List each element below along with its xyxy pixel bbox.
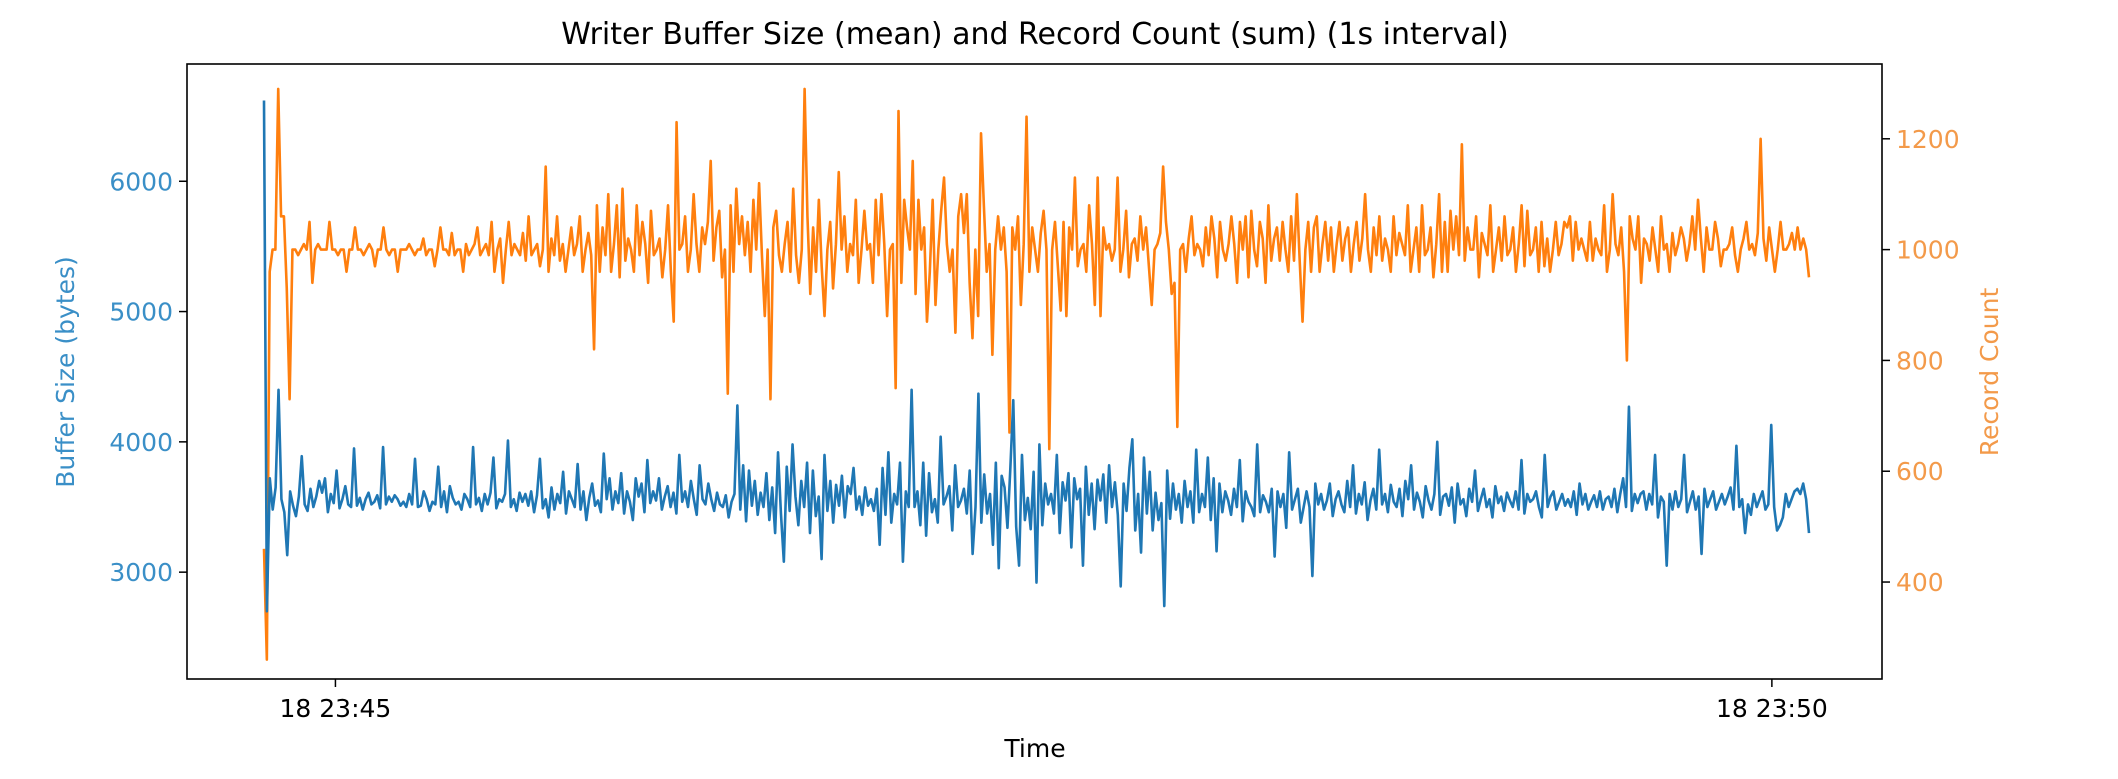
series-line-buffer-size <box>262 100 1811 613</box>
series-layer <box>262 87 1811 661</box>
y-right-tick-label: 400 <box>1896 568 1944 597</box>
y-right-tick-label: 1200 <box>1896 125 1960 154</box>
y-left-tick-label: 4000 <box>109 428 173 457</box>
x-tick-label: 18 23:45 <box>280 694 392 723</box>
y-left-tick-label: 3000 <box>109 558 173 587</box>
x-tick-label: 18 23:50 <box>1716 694 1828 723</box>
y-left-tick-label: 6000 <box>109 167 173 196</box>
y-right-tick-label: 600 <box>1896 457 1944 486</box>
y-right-tick-label: 1000 <box>1896 236 1960 265</box>
y-axis-right-label: Record Count <box>1975 288 2004 457</box>
y-right-tick-label: 800 <box>1896 346 1944 375</box>
y-left-tick-label: 5000 <box>109 298 173 327</box>
axes-layer: 3000 4000 5000 6000 400 600 800 1000 1200 18 23:4… <box>109 125 1959 723</box>
chart-title: Writer Buffer Size (mean) and Record Cou… <box>561 17 1508 52</box>
x-axis-label: Time <box>1003 734 1065 763</box>
y-axis-left-label: Buffer Size (bytes) <box>51 256 80 487</box>
series-line-record-count <box>262 87 1811 661</box>
plot-area-frame <box>186 63 1883 680</box>
